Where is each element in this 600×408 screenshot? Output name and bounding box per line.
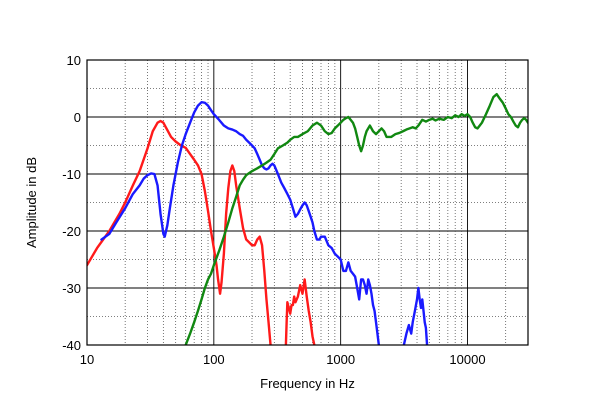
x-tick-label: 1000	[326, 352, 355, 367]
y-tick-label: -10	[62, 167, 81, 182]
y-tick-label: -20	[62, 224, 81, 239]
x-tick-label: 10	[80, 352, 94, 367]
series-line-1	[284, 278, 316, 345]
y-axis-label: Amplitude in dB	[24, 157, 39, 248]
y-tick-label: -30	[62, 281, 81, 296]
x-tick-label: 10000	[449, 352, 485, 367]
series-line-2	[100, 100, 381, 345]
y-tick-label: 10	[67, 53, 81, 68]
x-tick-label: 100	[203, 352, 225, 367]
series-line-1	[87, 119, 272, 345]
series-line-3	[184, 93, 528, 345]
data-series	[87, 93, 528, 345]
x-axis-label: Frequency in Hz	[260, 376, 355, 391]
y-tick-label: 0	[74, 110, 81, 125]
y-tick-label: -40	[62, 338, 81, 353]
series-line-2	[402, 286, 429, 345]
plot-frame	[86, 59, 529, 346]
